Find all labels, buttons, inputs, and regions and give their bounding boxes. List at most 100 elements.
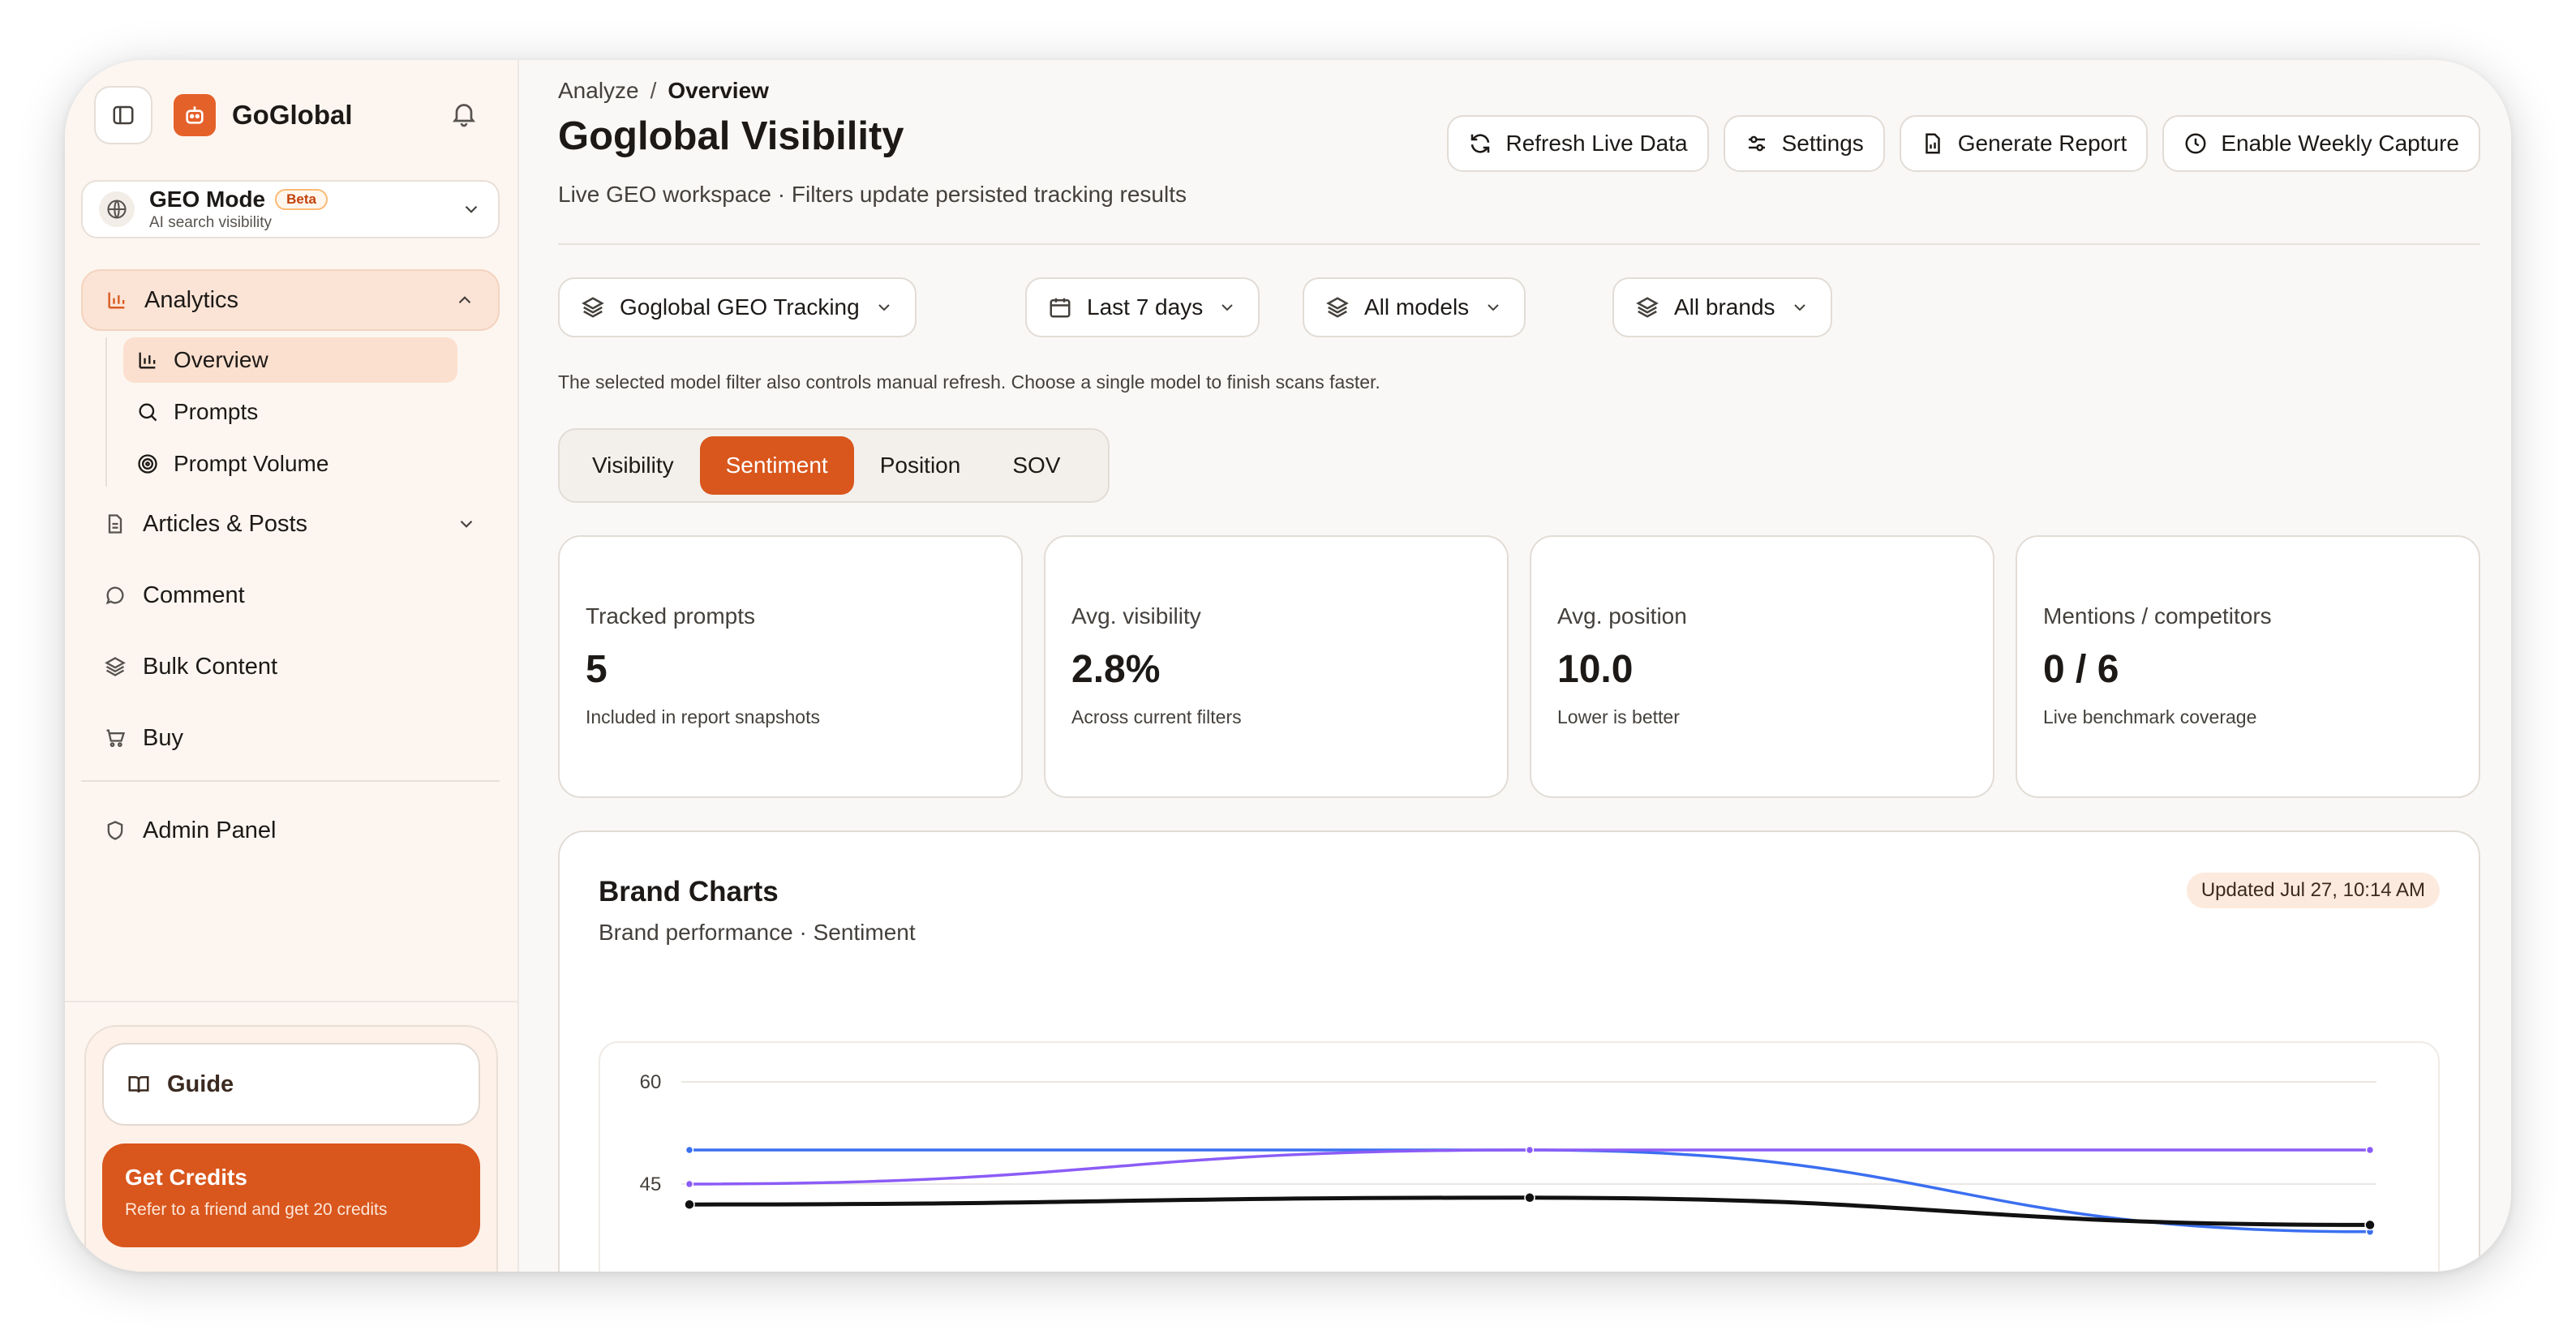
sidebar-item-label: Comment [143,581,245,608]
data-point[interactable] [1524,1192,1535,1204]
sidebar-item-prompts[interactable]: Prompts [123,389,457,435]
page-title: Goglobal Visibility [558,114,904,158]
guide-button[interactable]: Guide [102,1043,480,1126]
stat-card-avg-visibility: Avg. visibility 2.8% Across current filt… [1044,535,1509,798]
breadcrumb-separator: / [650,78,657,103]
sidebar-item-label: Articles & Posts [143,510,308,537]
data-point[interactable] [685,1179,694,1189]
filter-label: All brands [1674,294,1775,320]
notifications-button[interactable] [449,99,479,132]
stat-label: Tracked prompts [586,603,756,629]
brands-filter[interactable]: All brands [1612,277,1832,337]
sidebar-item-label: Overview [174,347,268,372]
stats-row: Tracked prompts 5 Included in report sna… [558,535,2480,798]
sidebar-item-admin[interactable]: Admin Panel [81,800,500,861]
stat-label: Avg. visibility [1071,603,1201,629]
sidebar-item-label: Prompt Volume [174,451,329,476]
data-point[interactable] [2364,1219,2376,1231]
breadcrumb-parent[interactable]: Analyze [558,78,639,103]
chart-card-subtitle: Brand performance · Sentiment [599,920,916,945]
sidebar-promo-card: Guide Get Credits Refer to a friend and … [84,1025,498,1272]
button-label: Refresh Live Data [1505,131,1688,156]
breadcrumb-current: Overview [668,78,769,103]
sidebar-item-comment[interactable]: Comment [81,564,500,626]
sidebar-item-label: Bulk Content [143,653,278,680]
toggle-sidebar-button[interactable] [94,86,152,144]
search-icon [139,403,157,422]
globe-icon [99,191,135,227]
sidebar-item-buy[interactable]: Buy [81,707,500,769]
clock-icon [2185,133,2206,154]
stat-label: Mentions / competitors [2043,603,2272,629]
brand-charts-card: Brand Charts Brand performance · Sentime… [558,830,2480,1272]
stat-card-avg-position: Avg. position 10.0 Lower is better [1530,535,1994,798]
chart-plot-area: 60 45 [599,1041,2440,1272]
bar-chart-icon [139,352,156,369]
tab-sentiment[interactable]: Sentiment [699,436,854,495]
sidebar-item-analytics[interactable]: Analytics [81,269,500,331]
chevron-down-icon [1793,304,1805,311]
y-tick-label: 45 [640,1174,662,1195]
y-tick-label: 60 [640,1071,662,1093]
filter-label: Goglobal GEO Tracking [620,294,860,320]
refresh-live-data-button[interactable]: Refresh Live Data [1447,115,1709,172]
refresh-icon [1471,134,1490,153]
sidebar-footer: Guide Get Credits Refer to a friend and … [65,1001,517,1272]
stat-note: Across current filters [1071,706,1242,727]
guide-label: Guide [167,1071,234,1097]
get-credits-button[interactable]: Get Credits Refer to a friend and get 20… [102,1143,480,1247]
brand-line-chart: 60 45 [640,1071,2376,1237]
sidebar-item-label: Admin Panel [143,817,277,843]
layers-icon [1636,297,1659,318]
button-label: Enable Weekly Capture [2221,131,2459,156]
app-window: GoGlobal GEO Mode Beta AI search visibil… [65,60,2511,1272]
data-point[interactable] [1525,1145,1535,1155]
stat-note: Included in report snapshots [586,706,820,727]
models-filter[interactable]: All models [1303,277,1526,337]
filter-label: Last 7 days [1087,294,1204,320]
sidebar-item-label: Analytics [144,286,239,313]
settings-button[interactable]: Settings [1723,115,1885,172]
project-filter[interactable]: Goglobal GEO Tracking [558,277,917,337]
layers-icon [1326,297,1349,318]
chevron-down-icon [1488,304,1499,311]
analytics-subnav: Overview Prompts Prompt Volume [105,337,500,487]
breadcrumb: Analyze / Overview [558,78,769,104]
sidebar-item-bulk-content[interactable]: Bulk Content [81,636,500,697]
data-point[interactable] [2365,1145,2375,1155]
chevron-up-icon [458,296,471,304]
calendar-icon [1050,298,1071,318]
sidebar-item-overview[interactable]: Overview [123,337,457,383]
sidebar-item-prompt-volume[interactable]: Prompt Volume [123,441,457,487]
generate-report-button[interactable]: Generate Report [1899,115,2149,172]
credits-subtitle: Refer to a friend and get 20 credits [125,1200,388,1219]
sidebar-item-articles[interactable]: Articles & Posts [81,493,500,555]
header-actions: Refresh Live Data Settings Generate Repo… [1447,115,2480,172]
sidebar-nav: Analytics Overview Prompts Prompt Volume [81,269,500,861]
main-content: Analyze / Overview Goglobal Visibility Liv… [519,60,2511,1272]
series-line [689,1148,2370,1186]
tab-visibility[interactable]: Visibility [592,453,674,478]
data-point[interactable] [685,1145,694,1155]
button-label: Generate Report [1957,131,2127,156]
beta-badge: Beta [275,189,328,210]
sliders-icon [1748,135,1765,152]
tab-sov[interactable]: SOV [1012,453,1061,478]
stat-note: Live benchmark coverage [2043,706,2257,727]
data-point[interactable] [684,1199,695,1210]
stat-label: Avg. position [1557,603,1687,629]
layers-icon [582,297,604,318]
layers-icon [105,657,126,676]
geo-mode-subtitle: AI search visibility [149,214,272,231]
geo-mode-selector[interactable]: GEO Mode Beta AI search visibility [81,180,500,238]
sidebar-divider [81,780,500,782]
enable-weekly-capture-button[interactable]: Enable Weekly Capture [2162,115,2480,172]
sidebar-item-label: Buy [143,724,183,751]
filter-label: All models [1364,294,1470,320]
filter-hint: The selected model filter also controls … [558,371,1380,393]
date-range-filter[interactable]: Last 7 days [1025,277,1260,337]
tab-position[interactable]: Position [879,453,961,478]
geo-mode-title: GEO Mode [149,187,266,212]
metric-tabs: Visibility Sentiment Position SOV [558,428,1110,503]
stat-value: 2.8% [1071,648,1161,691]
